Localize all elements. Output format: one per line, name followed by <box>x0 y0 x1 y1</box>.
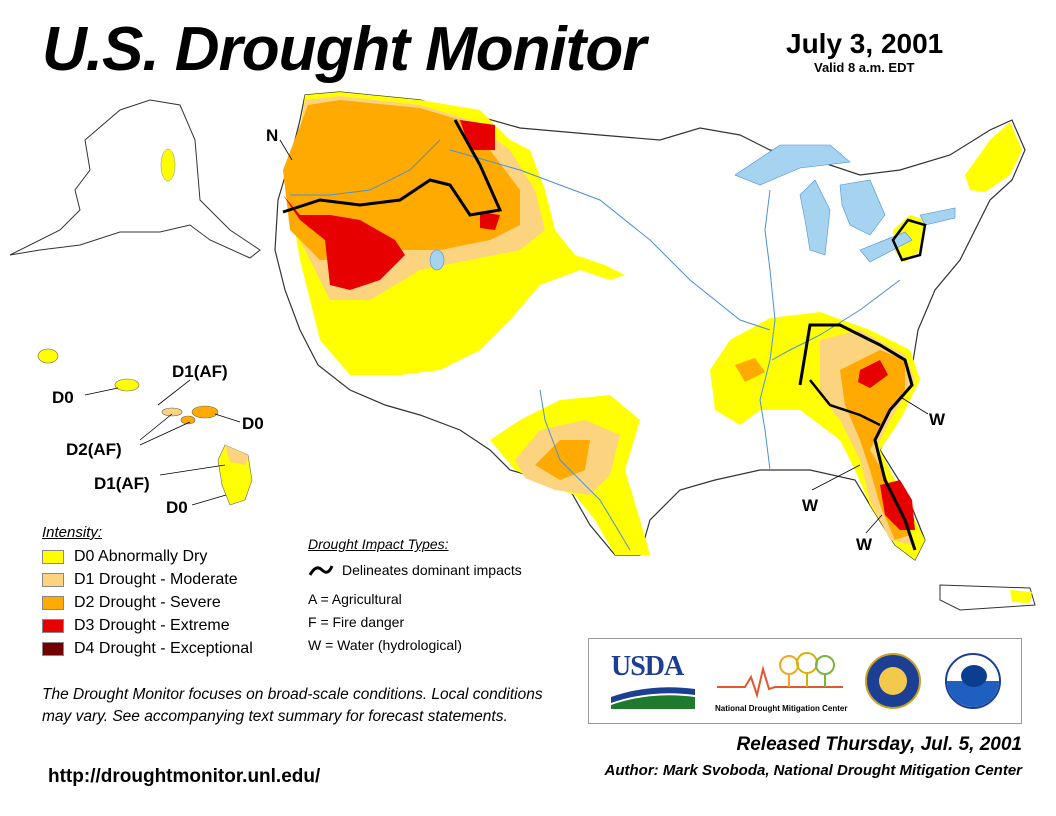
impact-legend: Drought Impact Types: Delineates dominan… <box>308 536 568 656</box>
hawaii-lanai-d2 <box>180 415 196 425</box>
southeast-impact-line <box>798 323 917 551</box>
hawaii-maui-d2 <box>191 405 219 419</box>
lake-michigan <box>799 179 831 256</box>
map-date: July 3, 2001 <box>786 28 944 59</box>
ohio-river <box>771 279 901 361</box>
legend-row-d2: D2 Drought - Severe <box>42 591 302 614</box>
label-n: N <box>266 126 279 145</box>
leader-d0-oahu <box>84 387 119 396</box>
hawaii-bigisland-d1 <box>225 445 248 465</box>
missouri-d2-area <box>735 358 765 382</box>
usda-logo-text: USDA <box>611 651 684 682</box>
great-salt-lake <box>429 249 445 271</box>
impact-type-a: A = Agricultural <box>308 590 402 607</box>
label-hi-d0-maui: D0 <box>242 414 264 433</box>
leader-d2af-b <box>139 421 191 446</box>
ndmc-trees-icon <box>717 652 843 699</box>
ndmc-logo-text: National Drought Mitigation Center <box>715 704 848 713</box>
label-w-florida: W <box>856 535 873 554</box>
texas-d2-area <box>535 440 590 480</box>
swatch-d4 <box>42 641 64 656</box>
impact-line-row: Delineates dominant impacts <box>308 558 568 581</box>
legend-label-d2: D2 Drought - Severe <box>74 593 221 611</box>
oregon-d3-area <box>283 195 405 290</box>
leader-d2af-a <box>139 413 173 441</box>
legend-row-d3: D3 Drought - Extreme <box>42 614 302 637</box>
legend-label-d1: D1 Drought - Moderate <box>74 570 238 588</box>
usda-logo: USDA <box>611 651 695 709</box>
map-title: U.S. Drought Monitor <box>42 15 646 84</box>
impact-type-f: F = Fire danger <box>308 613 405 630</box>
intensity-legend-title: Intensity: <box>42 524 103 541</box>
hawaii-oahu-d0 <box>114 378 140 392</box>
alaska-outline <box>9 99 261 259</box>
legend-label-d3: D3 Drought - Extreme <box>74 616 230 634</box>
partner-logos: USDA National Drought Mitigation Center <box>588 638 1022 724</box>
legend-label-d0: D0 Abnormally Dry <box>74 547 208 565</box>
mississippi-river <box>759 189 776 471</box>
hawaii-molokai-d1 <box>161 407 183 417</box>
usda-field-icon <box>611 687 695 709</box>
swatch-d2 <box>42 595 64 610</box>
intensity-legend: Intensity: D0 Abnormally Dry D1 Drought … <box>42 524 302 660</box>
ndmc-logo: National Drought Mitigation Center <box>715 649 848 715</box>
impact-line-icon <box>308 564 334 576</box>
lake-huron <box>839 179 886 236</box>
columbia-river <box>290 139 441 196</box>
leader-w-southwest <box>811 464 861 491</box>
label-hi-d1af-2: D1(AF) <box>94 474 150 493</box>
lake-erie <box>859 231 913 263</box>
impact-type-w: W = Water (hydrological) <box>308 636 462 653</box>
hawaii-kauai-d0 <box>37 348 59 364</box>
swatch-d0 <box>42 549 64 564</box>
southeast-impact-line-west <box>809 379 881 427</box>
alaska-d0 <box>160 148 176 182</box>
valid-time: Valid 8 a.m. EDT <box>814 60 915 75</box>
swatch-d1 <box>42 572 64 587</box>
michigan-impact-line <box>891 218 927 262</box>
label-hi-d0-oahu: D0 <box>52 388 74 407</box>
leader-d0-bigisland <box>191 494 227 506</box>
legend-row-d0: D0 Abnormally Dry <box>42 545 302 568</box>
missouri-river <box>449 149 771 331</box>
lake-ontario <box>919 207 956 226</box>
commerce-seal-icon <box>865 653 921 709</box>
maine-d0-area <box>965 122 1022 192</box>
leader-w-florida <box>865 514 883 534</box>
puerto-rico-d0 <box>1010 590 1032 603</box>
swatch-d3 <box>42 618 64 633</box>
wyoming-d3-area <box>480 212 500 230</box>
impact-line-label: Delineates dominant impacts <box>342 561 522 578</box>
leader-n <box>279 139 293 161</box>
noaa-logo-icon <box>945 653 1001 709</box>
legend-label-d4: D4 Drought - Exceptional <box>74 639 253 657</box>
leader-d1af-1 <box>157 379 191 406</box>
label-hi-d2af: D2(AF) <box>66 440 122 459</box>
label-hi-d0-bigisland: D0 <box>166 498 188 517</box>
rio-grande <box>539 389 631 551</box>
website-url[interactable]: http://droughtmonitor.unl.edu/ <box>48 766 321 787</box>
leader-d1af-2 <box>159 464 226 476</box>
label-w-southeast: W <box>929 410 946 429</box>
northwest-impact-line <box>282 119 503 217</box>
legend-row-d4: D4 Drought - Exceptional <box>42 637 302 660</box>
lake-superior <box>734 144 851 186</box>
legend-row-d1: D1 Drought - Moderate <box>42 568 302 591</box>
label-w-southwest: W <box>802 496 819 515</box>
author-credit: Author: Mark Svoboda, National Drought M… <box>604 762 1023 779</box>
carolina-d3-area <box>858 360 888 388</box>
label-hi-d1af-1: D1(AF) <box>172 362 228 381</box>
leader-w-southeast <box>901 397 929 415</box>
impact-legend-title: Drought Impact Types: <box>308 536 449 552</box>
leader-d0-maui <box>214 413 241 423</box>
disclaimer-note: The Drought Monitor focuses on broad-sca… <box>42 686 543 725</box>
release-date: Released Thursday, Jul. 5, 2001 <box>736 734 1023 755</box>
